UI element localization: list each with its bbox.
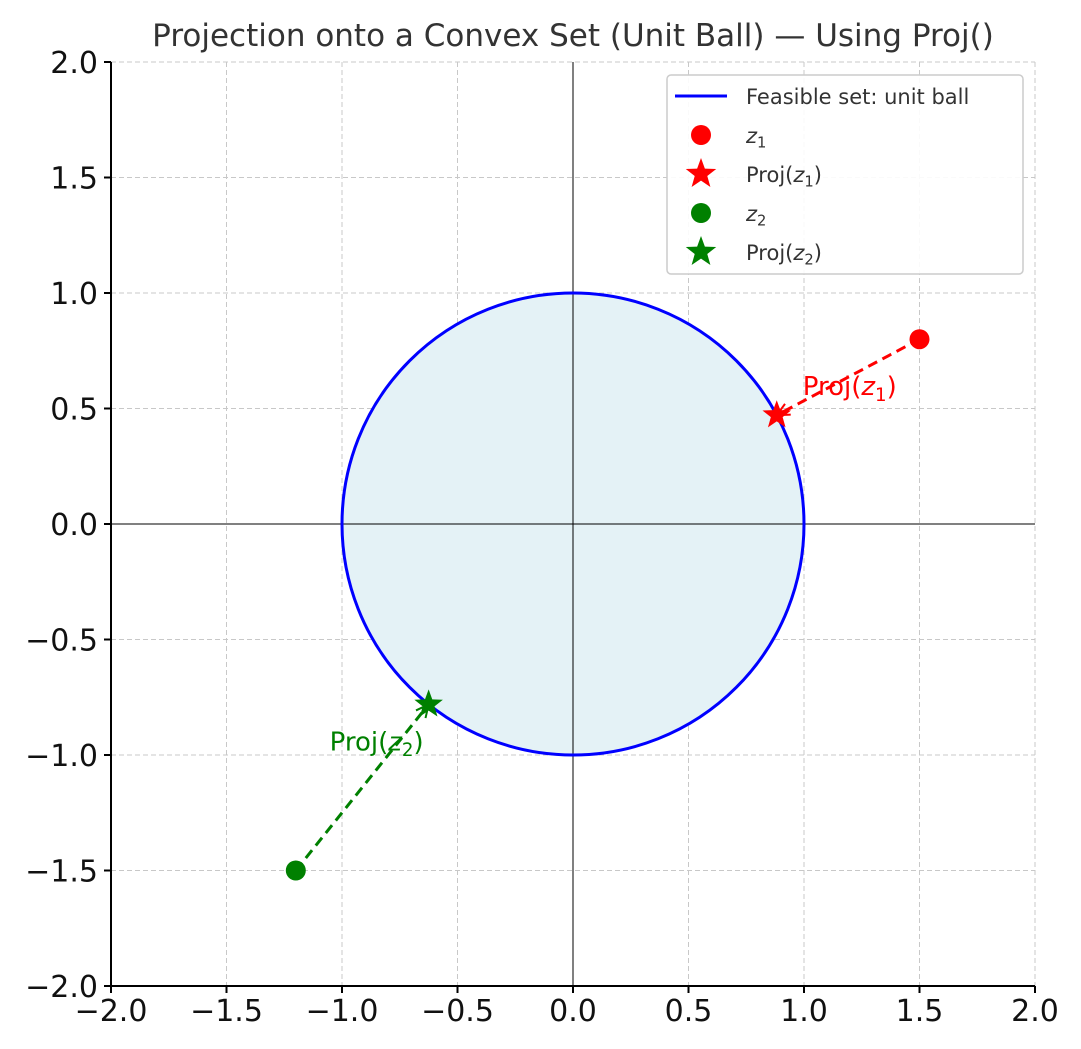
y-tick-label: 1.0 — [50, 277, 98, 312]
projection-line-z2 — [294, 703, 430, 872]
legend-entry-label: Feasible set: unit ball — [746, 85, 969, 109]
y-tick-label: −2.0 — [25, 970, 98, 1005]
y-tick-label: −1.0 — [25, 739, 98, 774]
y-tick-label: 2.0 — [50, 46, 98, 81]
y-tick-label: 0.5 — [50, 393, 98, 428]
legend-entry-label: z2 — [745, 202, 766, 230]
legend: Feasible set: unit ball z1 Proj(z1) z2 Proj(… — [666, 74, 1024, 275]
legend-dot-marker — [691, 203, 711, 223]
legend-entry-label: Proj(z2) — [746, 241, 822, 269]
x-tick-label: −1.5 — [190, 994, 263, 1029]
x-tick-label: 1.0 — [780, 994, 828, 1029]
x-tick-label: 0.0 — [549, 994, 597, 1029]
y-tick-label: −0.5 — [25, 624, 98, 659]
chart-title: Projection onto a Convex Set (Unit Ball)… — [152, 18, 994, 54]
legend-entry-label: Proj(z1) — [746, 163, 822, 191]
point-z2 — [285, 860, 306, 881]
x-tick-label: 2.0 — [1011, 994, 1059, 1029]
projection-label-z1: Proj(z1) — [803, 372, 897, 406]
projection-star-z2 — [414, 689, 443, 717]
y-tick-label: 0.0 — [50, 508, 98, 543]
projection-line-z1 — [776, 337, 921, 417]
x-tick-label: −2.0 — [75, 994, 148, 1029]
projection-star-z1 — [762, 400, 792, 428]
legend-star-marker — [685, 236, 717, 265]
x-tick-label: 1.5 — [896, 994, 944, 1029]
feasible-set-boundary — [340, 291, 806, 757]
point-z1 — [909, 329, 930, 350]
y-tick-label: 1.5 — [50, 162, 98, 197]
legend-box — [666, 74, 1024, 275]
projection-label-z2: Proj(z2) — [330, 727, 424, 761]
x-tick-label: −0.5 — [421, 994, 494, 1029]
x-tick-label: 0.5 — [665, 994, 713, 1029]
legend-star-marker — [685, 158, 717, 187]
legend-dot-marker — [691, 125, 711, 145]
legend-entry-label: z1 — [745, 124, 766, 152]
x-tick-label: −1.0 — [306, 994, 379, 1029]
plot-area: Proj(z1) Proj(z2) −2.0 −1.5 −1.0 −0.5 0.0 0.5 1.… — [25, 46, 1059, 1029]
y-tick-label: −1.5 — [25, 855, 98, 890]
